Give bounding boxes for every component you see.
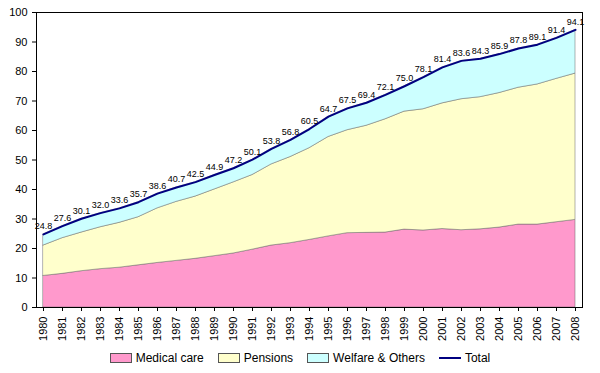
svg-text:1994: 1994 (303, 317, 315, 341)
svg-text:24.8: 24.8 (35, 221, 53, 231)
svg-text:1986: 1986 (151, 317, 163, 341)
svg-text:87.8: 87.8 (510, 35, 528, 45)
svg-text:2000: 2000 (417, 317, 429, 341)
svg-text:75.0: 75.0 (396, 73, 414, 83)
svg-text:40: 40 (15, 183, 27, 195)
svg-text:91.4: 91.4 (548, 25, 566, 35)
svg-text:1997: 1997 (360, 317, 372, 341)
svg-text:1984: 1984 (113, 317, 125, 341)
svg-text:1996: 1996 (341, 317, 353, 341)
svg-text:0: 0 (21, 301, 27, 313)
svg-text:67.5: 67.5 (339, 95, 357, 105)
html-text:Medical care: Medical care (135, 351, 204, 365)
svg-text:40.7: 40.7 (168, 174, 186, 184)
html-text:Welfare & Others: Welfare & Others (333, 351, 425, 365)
svg-text:80: 80 (15, 65, 27, 77)
html-text:Total: Total (464, 351, 491, 365)
html-text:Pensions: Pensions (243, 351, 294, 365)
svg-text:10: 10 (15, 272, 27, 284)
svg-text:2005: 2005 (512, 317, 524, 341)
svg-text:84.3: 84.3 (472, 46, 490, 56)
svg-text:90: 90 (15, 36, 27, 48)
svg-text:2007: 2007 (550, 317, 562, 341)
svg-text:1987: 1987 (170, 317, 182, 341)
svg-text:2002: 2002 (455, 317, 467, 341)
svg-text:1991: 1991 (246, 317, 258, 341)
svg-text:33.6: 33.6 (111, 195, 129, 205)
svg-text:2006: 2006 (531, 317, 543, 341)
svg-text:94.1: 94.1 (567, 17, 585, 27)
svg-text:53.8: 53.8 (263, 136, 281, 146)
svg-text:60.5: 60.5 (301, 116, 319, 126)
svg-text:35.7: 35.7 (130, 189, 148, 199)
svg-text:32.0: 32.0 (92, 200, 110, 210)
svg-text:42.5: 42.5 (187, 169, 205, 179)
svg-text:1990: 1990 (227, 317, 239, 341)
svg-text:1985: 1985 (132, 317, 144, 341)
svg-text:44.9: 44.9 (206, 162, 224, 172)
svg-text:27.6: 27.6 (54, 213, 72, 223)
svg-text:1995: 1995 (322, 317, 334, 341)
svg-text:64.7: 64.7 (320, 104, 338, 114)
svg-text:1993: 1993 (284, 317, 296, 341)
svg-text:69.4: 69.4 (358, 90, 376, 100)
svg-text:1982: 1982 (75, 317, 87, 341)
svg-text:2008: 2008 (569, 317, 581, 341)
svg-text:85.9: 85.9 (491, 41, 509, 51)
svg-text:38.6: 38.6 (149, 181, 167, 191)
svg-text:1989: 1989 (208, 317, 220, 341)
svg-text:89.1: 89.1 (529, 32, 547, 42)
svg-text:2003: 2003 (474, 317, 486, 341)
svg-text:83.6: 83.6 (453, 48, 471, 58)
svg-text:1999: 1999 (398, 317, 410, 341)
svg-text:56.8: 56.8 (282, 127, 300, 137)
svg-text:50.1: 50.1 (244, 147, 262, 157)
svg-text:1981: 1981 (56, 317, 68, 341)
svg-text:100: 100 (9, 6, 27, 18)
svg-text:47.2: 47.2 (225, 155, 243, 165)
svg-text:70: 70 (15, 95, 27, 107)
svg-text:2001: 2001 (436, 317, 448, 341)
svg-text:60: 60 (15, 124, 27, 136)
svg-text:72.1: 72.1 (377, 82, 395, 92)
svg-text:81.4: 81.4 (434, 54, 452, 64)
svg-text:1980: 1980 (37, 317, 49, 341)
svg-text:1983: 1983 (94, 317, 106, 341)
svg-text:30.1: 30.1 (73, 206, 91, 216)
svg-text:30: 30 (15, 213, 27, 225)
svg-text:20: 20 (15, 242, 27, 254)
svg-text:1988: 1988 (189, 317, 201, 341)
svg-text:1992: 1992 (265, 317, 277, 341)
svg-text:78.1: 78.1 (415, 64, 433, 74)
svg-text:50: 50 (15, 154, 27, 166)
svg-text:2004: 2004 (493, 317, 505, 341)
svg-text:1998: 1998 (379, 317, 391, 341)
